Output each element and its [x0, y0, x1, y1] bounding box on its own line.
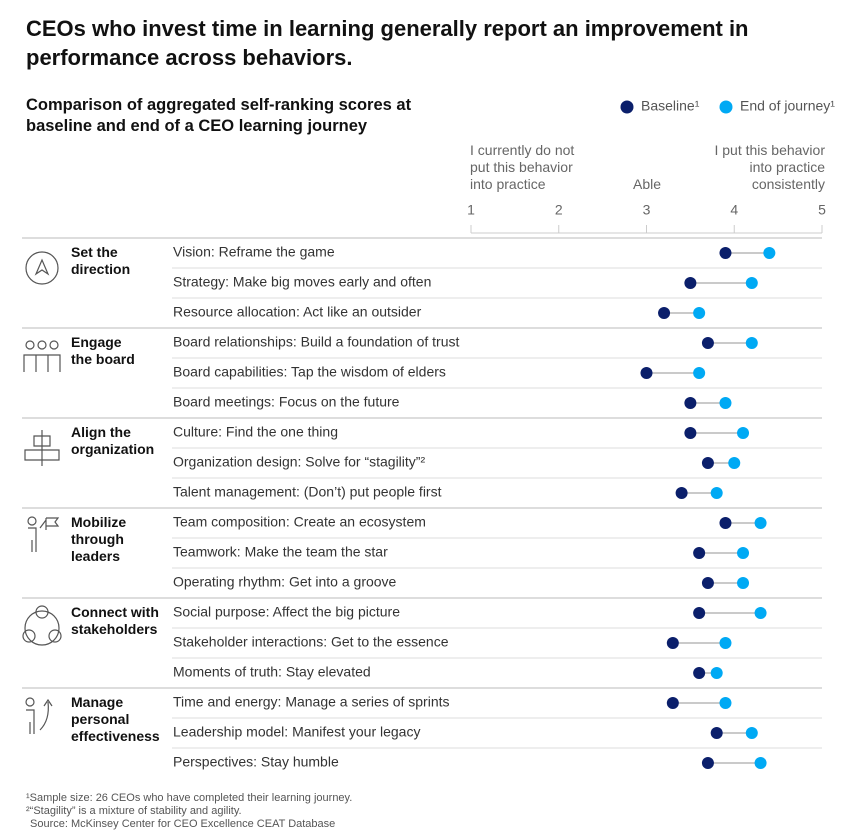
dot [684, 397, 697, 409]
dot [701, 757, 714, 769]
dot [710, 667, 723, 679]
row-label: Stakeholder interactions: Get to the ess… [173, 634, 449, 650]
footnote: ²“Stagility” is a mixture of stability a… [26, 805, 242, 817]
dot [701, 337, 714, 349]
dot [693, 307, 706, 319]
dot [737, 577, 750, 589]
dot [719, 517, 732, 529]
dot [745, 727, 758, 739]
row-label: Teamwork: Make the team the star [173, 544, 388, 560]
dot [701, 577, 714, 589]
legend-marker [620, 100, 634, 114]
dot [693, 547, 706, 559]
row-label: Moments of truth: Stay elevated [173, 664, 371, 680]
dot [719, 697, 732, 709]
row-label: Board relationships: Build a foundation … [173, 334, 460, 350]
row-label: Leadership model: Manifest your legacy [173, 724, 420, 740]
group-label: Mobilize through leaders [71, 514, 127, 564]
dot [666, 697, 679, 709]
x-tick-label: 5 [818, 202, 826, 218]
x-tick-label: 2 [555, 202, 563, 218]
dot [693, 607, 706, 619]
dot [737, 547, 750, 559]
dot [675, 487, 688, 499]
row-label: Time and energy: Manage a series of spri… [173, 694, 450, 710]
row-label: Social purpose: Affect the big picture [173, 604, 400, 620]
dot [684, 277, 697, 289]
row-label: Board meetings: Focus on the future [173, 394, 400, 410]
chart-subtitle: Comparison of aggregated self-ranking sc… [26, 96, 412, 135]
row-label: Resource allocation: Act like an outside… [173, 304, 422, 320]
row-label: Vision: Reframe the game [173, 244, 335, 260]
dot [710, 487, 723, 499]
dot [745, 337, 758, 349]
dot [719, 637, 732, 649]
footnote: ¹Sample size: 26 CEOs who have completed… [26, 792, 353, 804]
legend-label: End of journey¹ [740, 98, 835, 114]
chart-title: CEOs who invest time in learning general… [26, 16, 749, 70]
group-label: Set the direction [71, 244, 131, 277]
scale-label: I currently do not put this behavior int… [470, 142, 575, 192]
dot [754, 517, 767, 529]
dot [640, 367, 653, 379]
row-label: Board capabilities: Tap the wisdom of el… [173, 364, 446, 380]
dot [737, 427, 750, 439]
row-label: Culture: Find the one thing [173, 424, 338, 440]
dot [693, 667, 706, 679]
dot [719, 397, 732, 409]
group-label: Connect with stakeholders [71, 604, 159, 637]
x-tick-label: 1 [467, 202, 475, 218]
row-label: Strategy: Make big moves early and often [173, 274, 431, 290]
row-label: Operating rhythm: Get into a groove [173, 574, 397, 590]
dot [658, 307, 671, 319]
group-label: Align the organization [71, 424, 155, 457]
legend-label: Baseline¹ [641, 98, 700, 114]
scale-label: Able [632, 176, 662, 192]
dot [745, 277, 758, 289]
dot [684, 427, 697, 439]
dot [710, 727, 723, 739]
row-label: Organization design: Solve for “stagilit… [173, 454, 425, 470]
group-label: Manage personal effectiveness [71, 694, 160, 744]
x-tick-label: 4 [730, 202, 738, 218]
dot [763, 247, 776, 259]
dot [754, 607, 767, 619]
dot [666, 637, 679, 649]
group-label: Engage the board [71, 334, 135, 367]
dot [701, 457, 714, 469]
dot [693, 367, 706, 379]
row-label: Perspectives: Stay humble [173, 754, 339, 770]
dot [728, 457, 741, 469]
dot [719, 247, 732, 259]
scale-label: I put this behavior into practice consis… [714, 142, 825, 192]
row-label: Team composition: Create an ecosystem [173, 514, 426, 530]
row-label: Talent management: (Don’t) put people fi… [173, 484, 442, 500]
dot [754, 757, 767, 769]
group-icons [22, 251, 62, 734]
footnote: Source: McKinsey Center for CEO Excellen… [30, 818, 336, 830]
legend-marker [719, 100, 733, 114]
x-tick-label: 3 [643, 202, 651, 218]
